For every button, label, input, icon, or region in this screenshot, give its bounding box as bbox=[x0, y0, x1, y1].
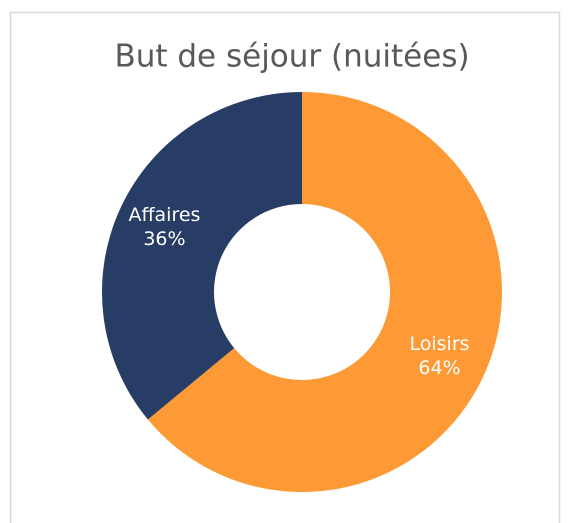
chart-title: But de séjour (nuitées) bbox=[114, 39, 469, 75]
slice-value-label: 36% bbox=[143, 228, 185, 250]
donut-slice bbox=[147, 92, 503, 493]
slice-category-label: Affaires bbox=[128, 204, 200, 226]
donut-slice bbox=[101, 92, 302, 420]
slice-value-label: 64% bbox=[418, 357, 460, 379]
slice-category-label: Loisirs bbox=[410, 333, 470, 355]
